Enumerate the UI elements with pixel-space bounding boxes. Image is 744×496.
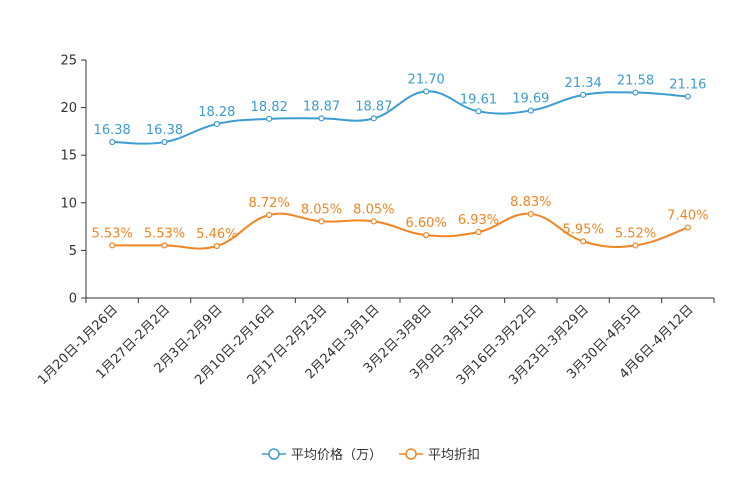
- data-point[interactable]: [370, 218, 377, 225]
- series-line: [112, 90, 688, 145]
- data-label: 21.58: [617, 74, 654, 89]
- data-point[interactable]: [213, 242, 220, 250]
- data-label: 21.70: [408, 72, 445, 87]
- data-point[interactable]: [684, 224, 691, 231]
- data-label: 8.72%: [249, 196, 290, 211]
- legend-label: 平均价格（万）: [291, 447, 382, 463]
- data-label: 6.60%: [406, 216, 447, 231]
- legend-marker-icon: [268, 448, 280, 460]
- data-point[interactable]: [580, 238, 587, 245]
- data-label: 5.53%: [92, 226, 133, 241]
- data-point[interactable]: [527, 210, 534, 218]
- data-label: 16.38: [94, 123, 131, 138]
- data-label: 7.40%: [667, 209, 708, 224]
- y-tick-label: 5: [69, 244, 77, 259]
- series-avg-discount: 5.53% 5.53% 5.46% 8.72% 8.05% 8.05% 6.60% 6.93%…: [92, 195, 708, 250]
- data-label: 21.34: [565, 76, 602, 91]
- data-label: 18.82: [251, 100, 288, 115]
- data-label: 18.28: [198, 105, 235, 120]
- data-point[interactable]: [161, 138, 168, 146]
- data-point[interactable]: [475, 108, 482, 115]
- series-layer: 16.38 16.38 18.28 18.82 18.87 18.87 21.70 19.61…: [92, 72, 708, 250]
- data-point[interactable]: [423, 232, 430, 239]
- legend-marker-icon: [405, 448, 417, 460]
- y-tick-label: 25: [60, 54, 77, 69]
- y-tick-label: 15: [60, 149, 77, 164]
- data-label: 21.16: [669, 78, 706, 93]
- data-point[interactable]: [370, 115, 377, 122]
- legend-item-avg-discount[interactable]: 平均折扣: [399, 448, 480, 463]
- data-point[interactable]: [266, 211, 273, 219]
- axes: [85, 60, 714, 299]
- data-label: 19.61: [460, 92, 497, 107]
- data-label: 19.69: [512, 92, 549, 107]
- y-tick-label: 0: [69, 292, 77, 307]
- data-label: 5.53%: [144, 226, 185, 241]
- data-point[interactable]: [109, 138, 116, 146]
- data-label: 6.93%: [458, 213, 499, 228]
- data-label: 5.46%: [196, 227, 237, 242]
- data-label: 5.52%: [615, 226, 656, 241]
- data-point[interactable]: [632, 242, 639, 249]
- data-label: 16.38: [146, 123, 183, 138]
- data-point[interactable]: [632, 89, 639, 96]
- x-axis-ticks: 1月20日-1月26日1月27日-2月2日2月3日-2月9日2月10日-2月16…: [35, 298, 715, 388]
- series-avg-price: 16.38 16.38 18.28 18.82 18.87 18.87 21.70 19.61…: [94, 72, 706, 146]
- legend[interactable]: 平均价格（万） 平均折扣: [262, 447, 480, 463]
- data-point[interactable]: [527, 107, 534, 114]
- data-point[interactable]: [161, 242, 168, 249]
- legend-item-avg-price[interactable]: 平均价格（万）: [262, 447, 382, 463]
- data-point[interactable]: [580, 91, 587, 98]
- data-point[interactable]: [109, 242, 116, 249]
- data-point[interactable]: [423, 88, 430, 95]
- data-point[interactable]: [318, 218, 325, 225]
- y-tick-label: 10: [60, 196, 77, 211]
- data-point[interactable]: [318, 115, 325, 122]
- data-label: 8.05%: [301, 202, 342, 217]
- data-label: 8.05%: [353, 202, 394, 217]
- data-label: 18.87: [303, 99, 340, 114]
- data-label: 18.87: [355, 99, 392, 114]
- data-point[interactable]: [213, 120, 220, 128]
- data-point[interactable]: [475, 228, 482, 236]
- data-label: 8.83%: [510, 195, 551, 210]
- data-point[interactable]: [266, 115, 273, 122]
- y-tick-label: 20: [60, 101, 77, 116]
- data-point[interactable]: [684, 93, 691, 100]
- y-axis-ticks: 0 5 10 15 20 25: [60, 54, 86, 307]
- legend-label: 平均折扣: [428, 448, 480, 463]
- data-label: 5.95%: [563, 222, 604, 237]
